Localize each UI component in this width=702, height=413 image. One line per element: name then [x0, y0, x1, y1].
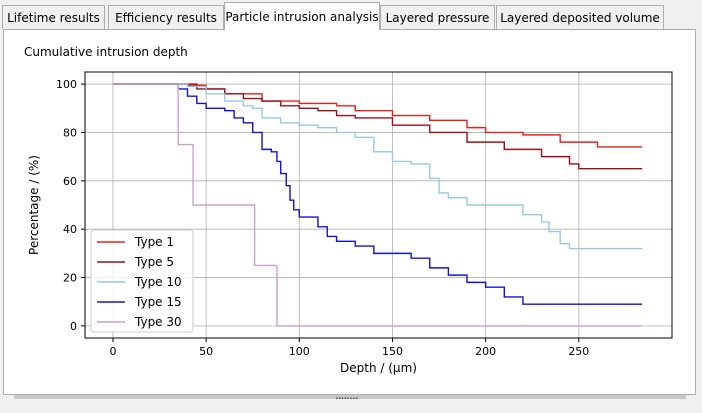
tab-efficiency-results[interactable]: Efficiency results [108, 5, 224, 29]
plot-frame [84, 71, 673, 339]
legend-entry: Type 5 [134, 255, 174, 269]
y-tick-label: 0 [70, 320, 77, 333]
tab-layered-deposited-volume[interactable]: Layered deposited volume [496, 5, 664, 29]
legend-entry: Type 10 [134, 275, 182, 289]
legend-entry: Type 15 [134, 295, 182, 309]
x-tick-label: 0 [109, 345, 116, 358]
legend-box [90, 229, 194, 333]
series-line-type-15 [112, 83, 643, 305]
y-tick-label: 60 [63, 175, 77, 188]
tab-layered-pressure[interactable]: Layered pressure [380, 5, 495, 29]
splitter-bar[interactable] [14, 395, 686, 399]
x-tick-label: 250 [568, 345, 589, 358]
x-tick-label: 100 [289, 345, 310, 358]
intrusion-depth-chart: 0 50 100 150 200 250 0 20 40 60 80 100 Depth / (μm) P… [27, 71, 673, 375]
y-tick-label: 40 [63, 223, 77, 236]
x-axis-label: Depth / (μm) [340, 361, 417, 375]
series-line-type-30 [112, 83, 643, 327]
splitter-handle[interactable]: ........ [335, 388, 358, 402]
series-line-type-5 [112, 83, 643, 170]
tab-bar: Lifetime results Efficiency results Part… [0, 0, 702, 30]
tab-lifetime-results[interactable]: Lifetime results [2, 5, 105, 29]
tab-panel: Cumulative intrusion depth 0 50 100 150 200 2… [3, 29, 696, 395]
legend-entry: Type 30 [134, 315, 182, 329]
series-line-type-10 [112, 83, 643, 250]
y-axis-label: Percentage / (%) [27, 155, 41, 255]
tab-particle-intrusion-analysis[interactable]: Particle intrusion analysis [224, 2, 380, 30]
x-tick-label: 200 [475, 345, 496, 358]
group-title: Cumulative intrusion depth [24, 45, 188, 59]
x-tick-label: 50 [199, 345, 213, 358]
x-tick-label: 150 [382, 345, 403, 358]
legend-entry: Type 1 [134, 235, 174, 249]
y-tick-label: 20 [63, 272, 77, 285]
y-tick-label: 80 [63, 126, 77, 139]
y-tick-label: 100 [56, 78, 77, 91]
